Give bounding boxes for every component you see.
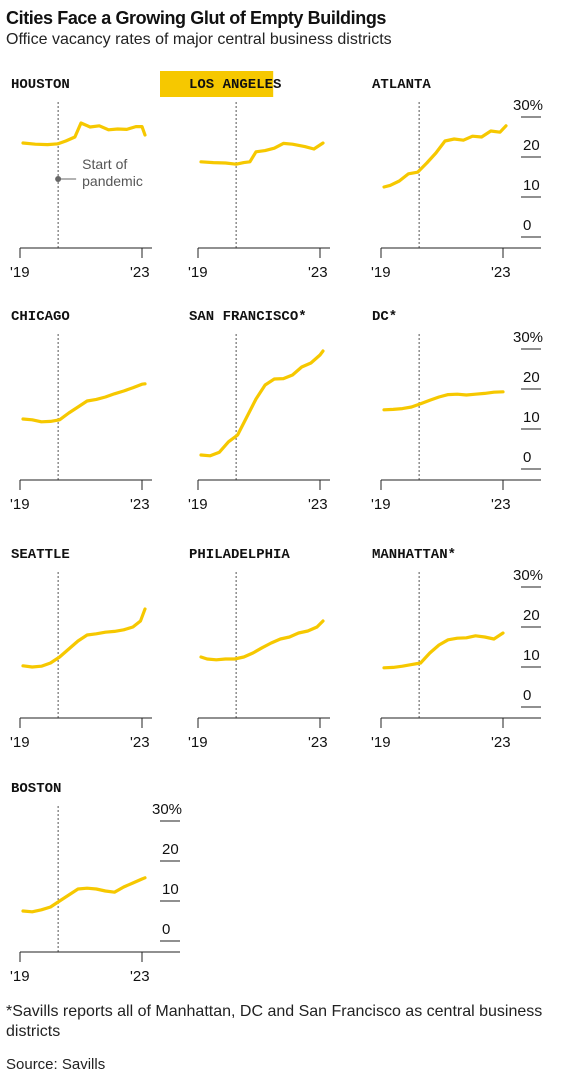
highlight-box (160, 71, 274, 97)
x-tick-label-end-houston: '23 (130, 264, 150, 281)
y-tick-label-manhattan-0: 0 (523, 687, 531, 704)
x-tick-label-end-san-francisco: '23 (308, 496, 328, 513)
y-tick-label-boston-10: 10 (162, 881, 179, 898)
city-label-houston: HOUSTON (11, 77, 70, 93)
y-tick-label-manhattan-30: 30% (513, 567, 543, 584)
y-tick-label-boston-30: 30% (152, 801, 182, 818)
x-tick-label-start-los-angeles: '19 (188, 264, 208, 281)
y-tick-label-dc-20: 20 (523, 369, 540, 386)
x-tick-label-end-chicago: '23 (130, 496, 150, 513)
city-label-chicago: CHICAGO (11, 309, 70, 325)
series-line-los-angeles (199, 141, 325, 166)
series-line-philadelphia (199, 619, 325, 662)
city-label-dc: DC* (372, 309, 397, 325)
y-tick-label-dc-0: 0 (523, 449, 531, 466)
x-tick-label-start-philadelphia: '19 (188, 734, 208, 751)
x-tick-label-end-los-angeles: '23 (308, 264, 328, 281)
x-tick-label-start-seattle: '19 (10, 734, 30, 751)
x-tick-label-start-boston: '19 (10, 968, 30, 985)
y-tick-label-manhattan-20: 20 (523, 607, 540, 624)
city-label-los-angeles: LOS ANGELES (189, 77, 281, 93)
source-note: Source: Savills (6, 1056, 106, 1073)
x-tick-label-end-atlanta: '23 (491, 264, 511, 281)
y-tick-label-atlanta-30: 30% (513, 97, 543, 114)
series-line-san-francisco (199, 349, 325, 458)
series-line-manhattan (382, 631, 505, 670)
annotation-line-1: Start of (82, 156, 127, 172)
annotation-line-2: pandemic (82, 173, 143, 189)
series-line-boston (21, 876, 147, 914)
chart-subtitle: Office vacancy rates of major central bu… (6, 31, 392, 48)
x-tick-label-end-philadelphia: '23 (308, 734, 328, 751)
series-line-atlanta (382, 124, 508, 189)
x-tick-label-start-atlanta: '19 (371, 264, 391, 281)
y-tick-label-dc-10: 10 (523, 409, 540, 426)
y-tick-label-dc-30: 30% (513, 329, 543, 346)
y-tick-label-manhattan-10: 10 (523, 647, 540, 664)
x-tick-label-end-boston: '23 (130, 968, 150, 985)
chart-title: Cities Face a Growing Glut of Empty Buil… (6, 8, 387, 28)
x-tick-label-start-chicago: '19 (10, 496, 30, 513)
x-tick-label-start-dc: '19 (371, 496, 391, 513)
y-tick-label-boston-0: 0 (162, 921, 170, 938)
y-tick-label-atlanta-20: 20 (523, 137, 540, 154)
city-label-seattle: SEATTLE (11, 547, 70, 563)
x-tick-label-end-dc: '23 (491, 496, 511, 513)
series-line-chicago (21, 382, 147, 424)
city-label-atlanta: ATLANTA (372, 77, 431, 93)
city-label-san-francisco: SAN FRANCISCO* (189, 309, 307, 325)
x-tick-label-end-manhattan: '23 (491, 734, 511, 751)
city-label-boston: BOSTON (11, 781, 61, 797)
city-label-philadelphia: PHILADELPHIA (189, 547, 290, 563)
x-tick-label-start-manhattan: '19 (371, 734, 391, 751)
series-line-dc (382, 390, 505, 412)
y-tick-label-atlanta-10: 10 (523, 177, 540, 194)
series-line-houston (21, 121, 147, 147)
y-tick-label-boston-20: 20 (162, 841, 179, 858)
x-tick-label-start-san-francisco: '19 (188, 496, 208, 513)
series-line-seattle (21, 607, 147, 669)
city-label-manhattan: MANHATTAN* (372, 547, 456, 563)
x-tick-label-end-seattle: '23 (130, 734, 150, 751)
y-tick-label-atlanta-0: 0 (523, 217, 531, 234)
footnote: *Savills reports all of Manhattan, DC an… (6, 1003, 543, 1040)
x-tick-label-start-houston: '19 (10, 264, 30, 281)
